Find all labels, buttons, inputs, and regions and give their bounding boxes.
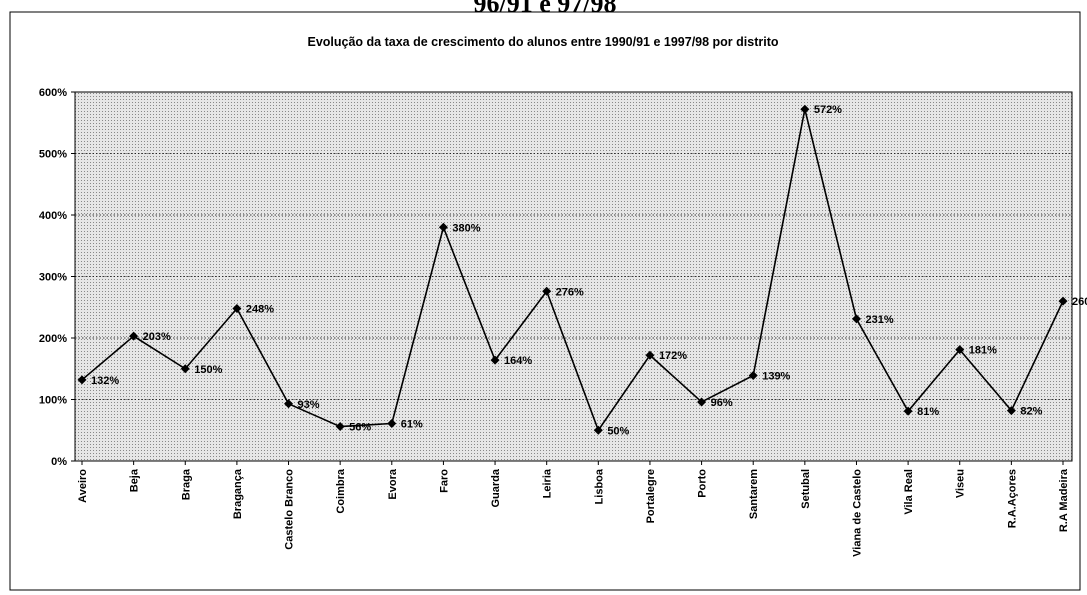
y-tick-label: 100% bbox=[39, 395, 67, 407]
data-label: 96% bbox=[711, 397, 733, 409]
chart-title: Evolução da taxa de crescimento do aluno… bbox=[307, 35, 778, 49]
marker bbox=[490, 355, 500, 365]
x-tick-label: Bragança bbox=[232, 468, 244, 519]
marker bbox=[851, 314, 861, 324]
data-label: 172% bbox=[659, 350, 687, 362]
marker bbox=[1058, 296, 1068, 306]
y-tick-label: 300% bbox=[39, 272, 67, 284]
page-heading: 96/91 e 97/98 bbox=[474, 0, 617, 18]
data-label: 164% bbox=[504, 355, 532, 367]
data-label: 61% bbox=[401, 418, 423, 430]
marker bbox=[387, 418, 397, 428]
marker bbox=[903, 406, 913, 416]
marker bbox=[645, 350, 655, 360]
marker bbox=[593, 425, 603, 435]
x-tick-label: Coimbra bbox=[335, 468, 347, 514]
y-tick-label: 500% bbox=[39, 149, 67, 161]
data-label: 150% bbox=[194, 364, 222, 376]
marker bbox=[77, 375, 87, 385]
x-tick-label: R.A Madeira bbox=[1058, 468, 1070, 532]
y-tick-label: 200% bbox=[39, 333, 67, 345]
x-tick-label: R.A.Açores bbox=[1006, 469, 1018, 528]
data-label: 139% bbox=[762, 371, 790, 383]
data-label: 81% bbox=[917, 406, 939, 418]
data-label: 380% bbox=[452, 222, 480, 234]
x-tick-label: Santarem bbox=[748, 469, 760, 519]
y-tick-label: 600% bbox=[39, 87, 67, 99]
data-label: 50% bbox=[607, 425, 629, 437]
data-label: 56% bbox=[349, 422, 371, 434]
x-tick-label: Setubal bbox=[800, 469, 812, 509]
x-tick-label: Aveiro bbox=[77, 469, 89, 503]
marker bbox=[180, 364, 190, 374]
x-tick-label: Leiria bbox=[542, 468, 554, 498]
marker bbox=[335, 422, 345, 432]
x-tick-label: Porto bbox=[697, 469, 709, 498]
marker bbox=[748, 371, 758, 381]
data-label: 93% bbox=[298, 399, 320, 411]
data-label: 248% bbox=[246, 303, 274, 315]
y-tick-label: 0% bbox=[51, 456, 67, 468]
x-tick-label: Portalegre bbox=[645, 469, 657, 523]
data-label: 260% bbox=[1072, 296, 1087, 308]
x-tick-label: Guarda bbox=[490, 468, 502, 507]
marker bbox=[129, 331, 139, 341]
x-tick-label: Vila Real bbox=[903, 469, 915, 515]
x-tick-label: Braga bbox=[180, 468, 192, 500]
x-tick-label: Viana de Castelo bbox=[851, 469, 863, 557]
data-label: 572% bbox=[814, 104, 842, 116]
x-tick-label: Evora bbox=[387, 468, 399, 499]
marker bbox=[955, 345, 965, 355]
x-tick-label: Castelo Branco bbox=[284, 469, 296, 550]
y-tick-label: 400% bbox=[39, 210, 67, 222]
marker bbox=[1006, 406, 1016, 416]
marker bbox=[697, 397, 707, 407]
chart-border bbox=[9, 11, 1081, 591]
x-tick-label: Lisboa bbox=[593, 468, 605, 504]
data-label: 82% bbox=[1020, 406, 1042, 418]
marker bbox=[438, 222, 448, 232]
marker bbox=[232, 303, 242, 313]
x-tick-label: Viseu bbox=[955, 469, 967, 498]
x-tick-label: Beja bbox=[129, 468, 141, 492]
data-label: 181% bbox=[969, 345, 997, 357]
data-label: 231% bbox=[865, 314, 893, 326]
data-label: 132% bbox=[91, 375, 119, 387]
data-label: 276% bbox=[556, 286, 584, 298]
marker bbox=[284, 399, 294, 409]
marker bbox=[800, 104, 810, 114]
data-label: 203% bbox=[143, 331, 171, 343]
x-tick-label: Faro bbox=[438, 469, 450, 493]
line bbox=[81, 109, 1064, 432]
marker bbox=[542, 286, 552, 296]
